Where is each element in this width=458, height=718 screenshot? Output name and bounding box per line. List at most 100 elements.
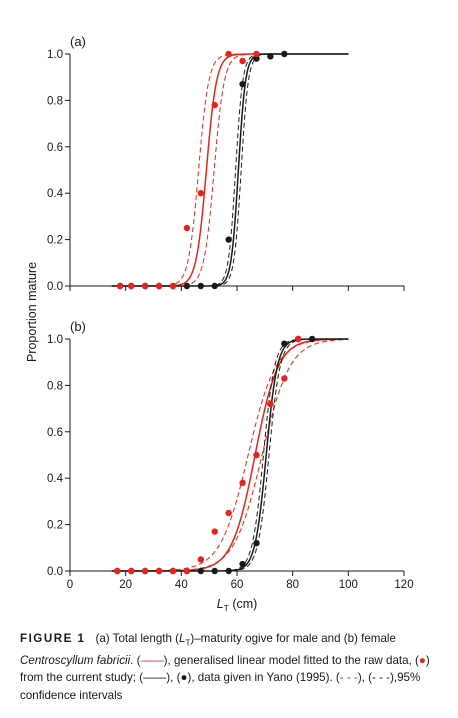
black-data-point	[225, 236, 232, 243]
red-data-point	[197, 190, 205, 197]
black-ci-lower-line	[111, 338, 349, 572]
red-glm-fit-line	[111, 53, 349, 287]
x-axis-label-main: L	[217, 597, 224, 611]
red-ci-lower-line	[111, 338, 349, 572]
black-data-point	[267, 53, 274, 60]
red-data-point	[295, 335, 302, 343]
y-tick-label: 0.6	[47, 427, 63, 439]
red-data-point	[114, 567, 121, 575]
black-data-point	[281, 50, 288, 58]
y-axis-label: Proportion mature	[25, 262, 39, 362]
y-tick-label: 0.2	[47, 520, 63, 532]
red-dot-icon: ●	[418, 653, 426, 667]
red-ci-upper-line	[111, 338, 349, 572]
red-ci-upper-line	[111, 53, 349, 287]
red-data-point	[141, 282, 149, 290]
x-tick-label: 40	[175, 579, 188, 591]
red-data-point	[267, 400, 274, 408]
black-data-point	[239, 80, 246, 88]
caption-part2: )–maturity ogive for male and (b) female	[190, 632, 396, 645]
black-data-point	[253, 539, 260, 547]
black-data-point	[197, 282, 205, 290]
red-data-point	[183, 224, 191, 232]
red-dashed-swatch: - - -	[339, 671, 358, 685]
panel-label: (b)	[70, 319, 86, 334]
caption-lt-sub: T	[185, 638, 191, 648]
caption-lt-main: L	[179, 632, 186, 645]
maturity-ogive-figure: Proportion mature (a)0.00.20.40.60.81.0 …	[25, 34, 414, 613]
red-solid-swatch: ——	[140, 653, 164, 667]
y-tick-label: 0.8	[47, 95, 63, 107]
black-dashed-swatch: - - -	[371, 671, 391, 685]
x-tick-label: 20	[119, 579, 132, 591]
red-data-point	[155, 282, 163, 290]
black-ci-lower-line	[111, 53, 349, 287]
red-glm-fit-line	[111, 338, 349, 572]
black-data-point	[211, 282, 218, 290]
x-tick-label: 60	[231, 579, 244, 591]
y-tick-label: 1.0	[47, 49, 63, 61]
red-data-point	[281, 375, 288, 382]
red-data-point	[225, 509, 232, 517]
x-axis-label-unit: (cm)	[229, 597, 257, 611]
red-data-point	[155, 567, 163, 575]
black-data-point	[239, 560, 246, 568]
red-data-point	[211, 101, 218, 109]
black-solid-swatch: ——	[143, 671, 167, 685]
red-data-point	[239, 57, 246, 65]
black-ci-upper-line	[111, 53, 349, 287]
caption-part4: ), generalised linear model fitted to th…	[163, 653, 419, 667]
caption-part1: (a) Total length (	[95, 632, 180, 645]
red-data-point	[169, 567, 177, 575]
y-tick-label: 0.0	[47, 566, 63, 578]
black-dot-icon: ●	[180, 671, 188, 685]
black-data-point	[183, 282, 191, 290]
y-tick-label: 0.0	[47, 281, 63, 293]
red-data-point	[183, 567, 191, 575]
black-data-point	[197, 567, 205, 575]
red-data-point	[169, 282, 177, 290]
caption-part5: ) from the current study; (	[20, 653, 430, 685]
x-tick-label: 100	[339, 579, 358, 591]
caption-part6: ), (	[166, 671, 181, 685]
red-data-point	[253, 50, 260, 58]
black-glm-fit-line	[111, 338, 349, 572]
red-ci-lower-line	[111, 53, 349, 287]
x-axis-label-sub: T	[224, 603, 229, 613]
red-data-point	[225, 50, 232, 58]
panel-a: (a) 0.0 0.2 0.4 0.6 0.8 1.0	[47, 34, 405, 293]
y-tick-label: 0.4	[47, 473, 64, 485]
y-tick-label: 0.8	[47, 380, 63, 392]
y-tick-label: 0.6	[47, 142, 63, 154]
y-tick-label: 0.2	[47, 235, 63, 247]
red-data-point	[128, 567, 135, 575]
red-data-point	[253, 451, 260, 459]
x-tick-label: 120	[394, 579, 413, 591]
y-tick-label: 0.4	[47, 188, 64, 200]
red-data-point	[116, 282, 124, 290]
caption-species: Centroscyllum fabricii	[20, 653, 131, 667]
figure-label: FIGURE 1	[20, 632, 86, 645]
x-axis-label: LT (cm)	[217, 597, 258, 613]
x-tick-label: 80	[286, 579, 299, 591]
red-data-point	[128, 282, 135, 290]
figure-caption: FIGURE 1 (a) Total length (LT)–maturity o…	[20, 630, 445, 704]
red-data-point	[239, 479, 246, 487]
black-data-point	[281, 340, 288, 347]
caption-part7: ), data given in Yano (1995). (	[187, 671, 340, 685]
black-data-point	[253, 55, 260, 62]
panel-b: (b) 0.0 0.2 0.4 0.6 0.8 1.0 0 20 40 60 80 100 120	[47, 319, 414, 591]
x-tick-label: 0	[67, 579, 73, 591]
caption-part9: ),95% confidence intervals	[20, 671, 421, 702]
caption-part8: ), (	[357, 671, 372, 685]
red-data-point	[211, 528, 218, 535]
red-data-point	[141, 567, 149, 575]
black-data-point	[225, 567, 232, 575]
caption-part3: . (	[130, 653, 141, 667]
red-data-point	[197, 556, 205, 563]
black-data-point	[211, 567, 218, 575]
black-glm-fit-line	[111, 53, 349, 287]
y-tick-label: 1.0	[47, 334, 63, 346]
black-data-point	[308, 335, 316, 343]
black-ci-upper-line	[111, 338, 349, 572]
